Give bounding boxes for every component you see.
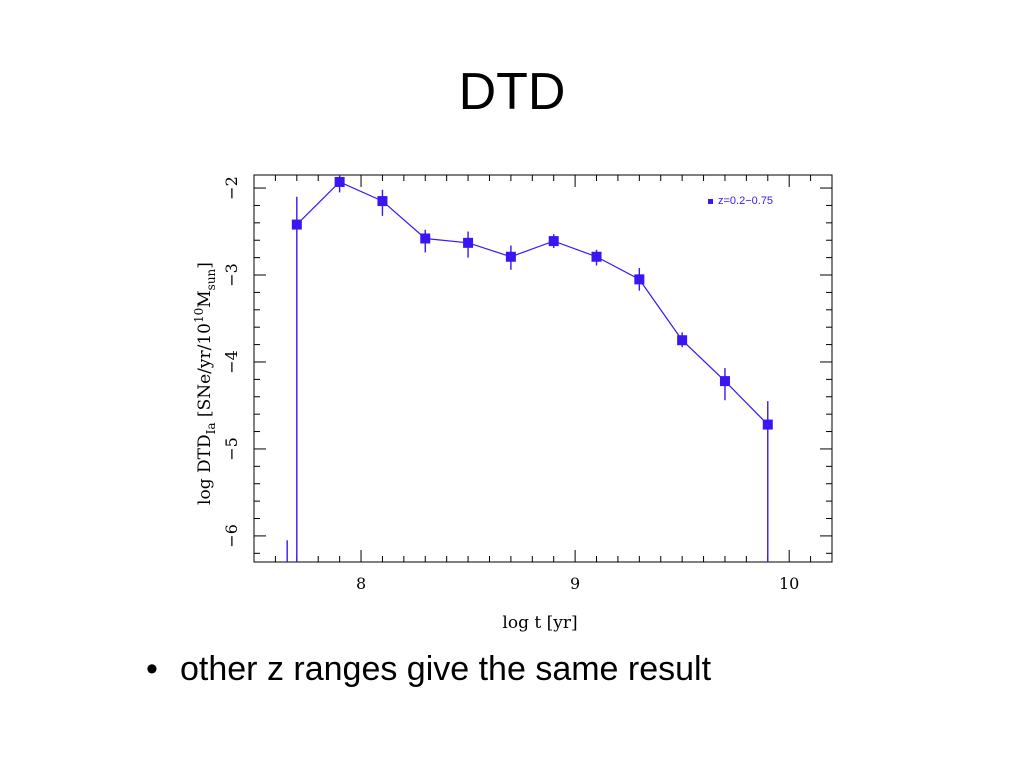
y-axis-label: log DTDIa [SNe/yr/1010Msun]	[192, 262, 218, 505]
legend-label: z=0.2−0.75	[718, 195, 773, 207]
bullet-list: • other z ranges give the same result	[146, 650, 711, 689]
slide-title: DTD	[458, 63, 566, 121]
y-axis-label-part: M	[195, 290, 215, 307]
y-tick-label: −6	[222, 524, 241, 548]
bullet-marker: •	[146, 650, 158, 688]
y-axis-label-part: 10	[192, 308, 206, 323]
y-tick-label: −4	[222, 350, 241, 374]
tick-marks	[254, 175, 832, 562]
data-point	[677, 335, 688, 346]
x-axis-label: log t [yr]	[502, 613, 577, 633]
x-tick-label: 8	[356, 574, 366, 593]
data-point	[548, 236, 559, 247]
y-axis-label-part: Ia	[204, 422, 218, 434]
y-axis-label-part: [SNe/yr/10	[195, 323, 215, 422]
y-axis-label-part: log DTD	[195, 434, 215, 505]
series-line	[296, 181, 769, 426]
dtd-chart: 8 9 10 −2 −3 −4 −5 −6 log t [yr] log DTDIa [SNe/y…	[192, 174, 833, 633]
data-point	[463, 237, 474, 248]
data-point	[505, 251, 516, 262]
series-group	[286, 175, 773, 562]
data-point	[719, 376, 730, 387]
legend-marker	[708, 199, 713, 204]
x-tick-label: 10	[779, 574, 799, 593]
data-point	[591, 251, 602, 262]
x-tick-label: 9	[570, 574, 580, 593]
data-point	[334, 176, 345, 187]
data-point	[420, 233, 431, 244]
y-tick-label: −5	[222, 437, 241, 461]
y-tick-label: −3	[222, 263, 241, 287]
y-axis-label-part: ]	[195, 262, 215, 269]
plot-frame	[253, 174, 833, 563]
bullet-item: other z ranges give the same result	[180, 650, 712, 688]
data-point	[377, 196, 388, 207]
data-point	[762, 419, 773, 430]
y-tick-label: −2	[222, 176, 241, 200]
data-point	[291, 219, 302, 230]
y-axis-label-part: sun	[204, 268, 218, 290]
data-point	[634, 274, 645, 285]
